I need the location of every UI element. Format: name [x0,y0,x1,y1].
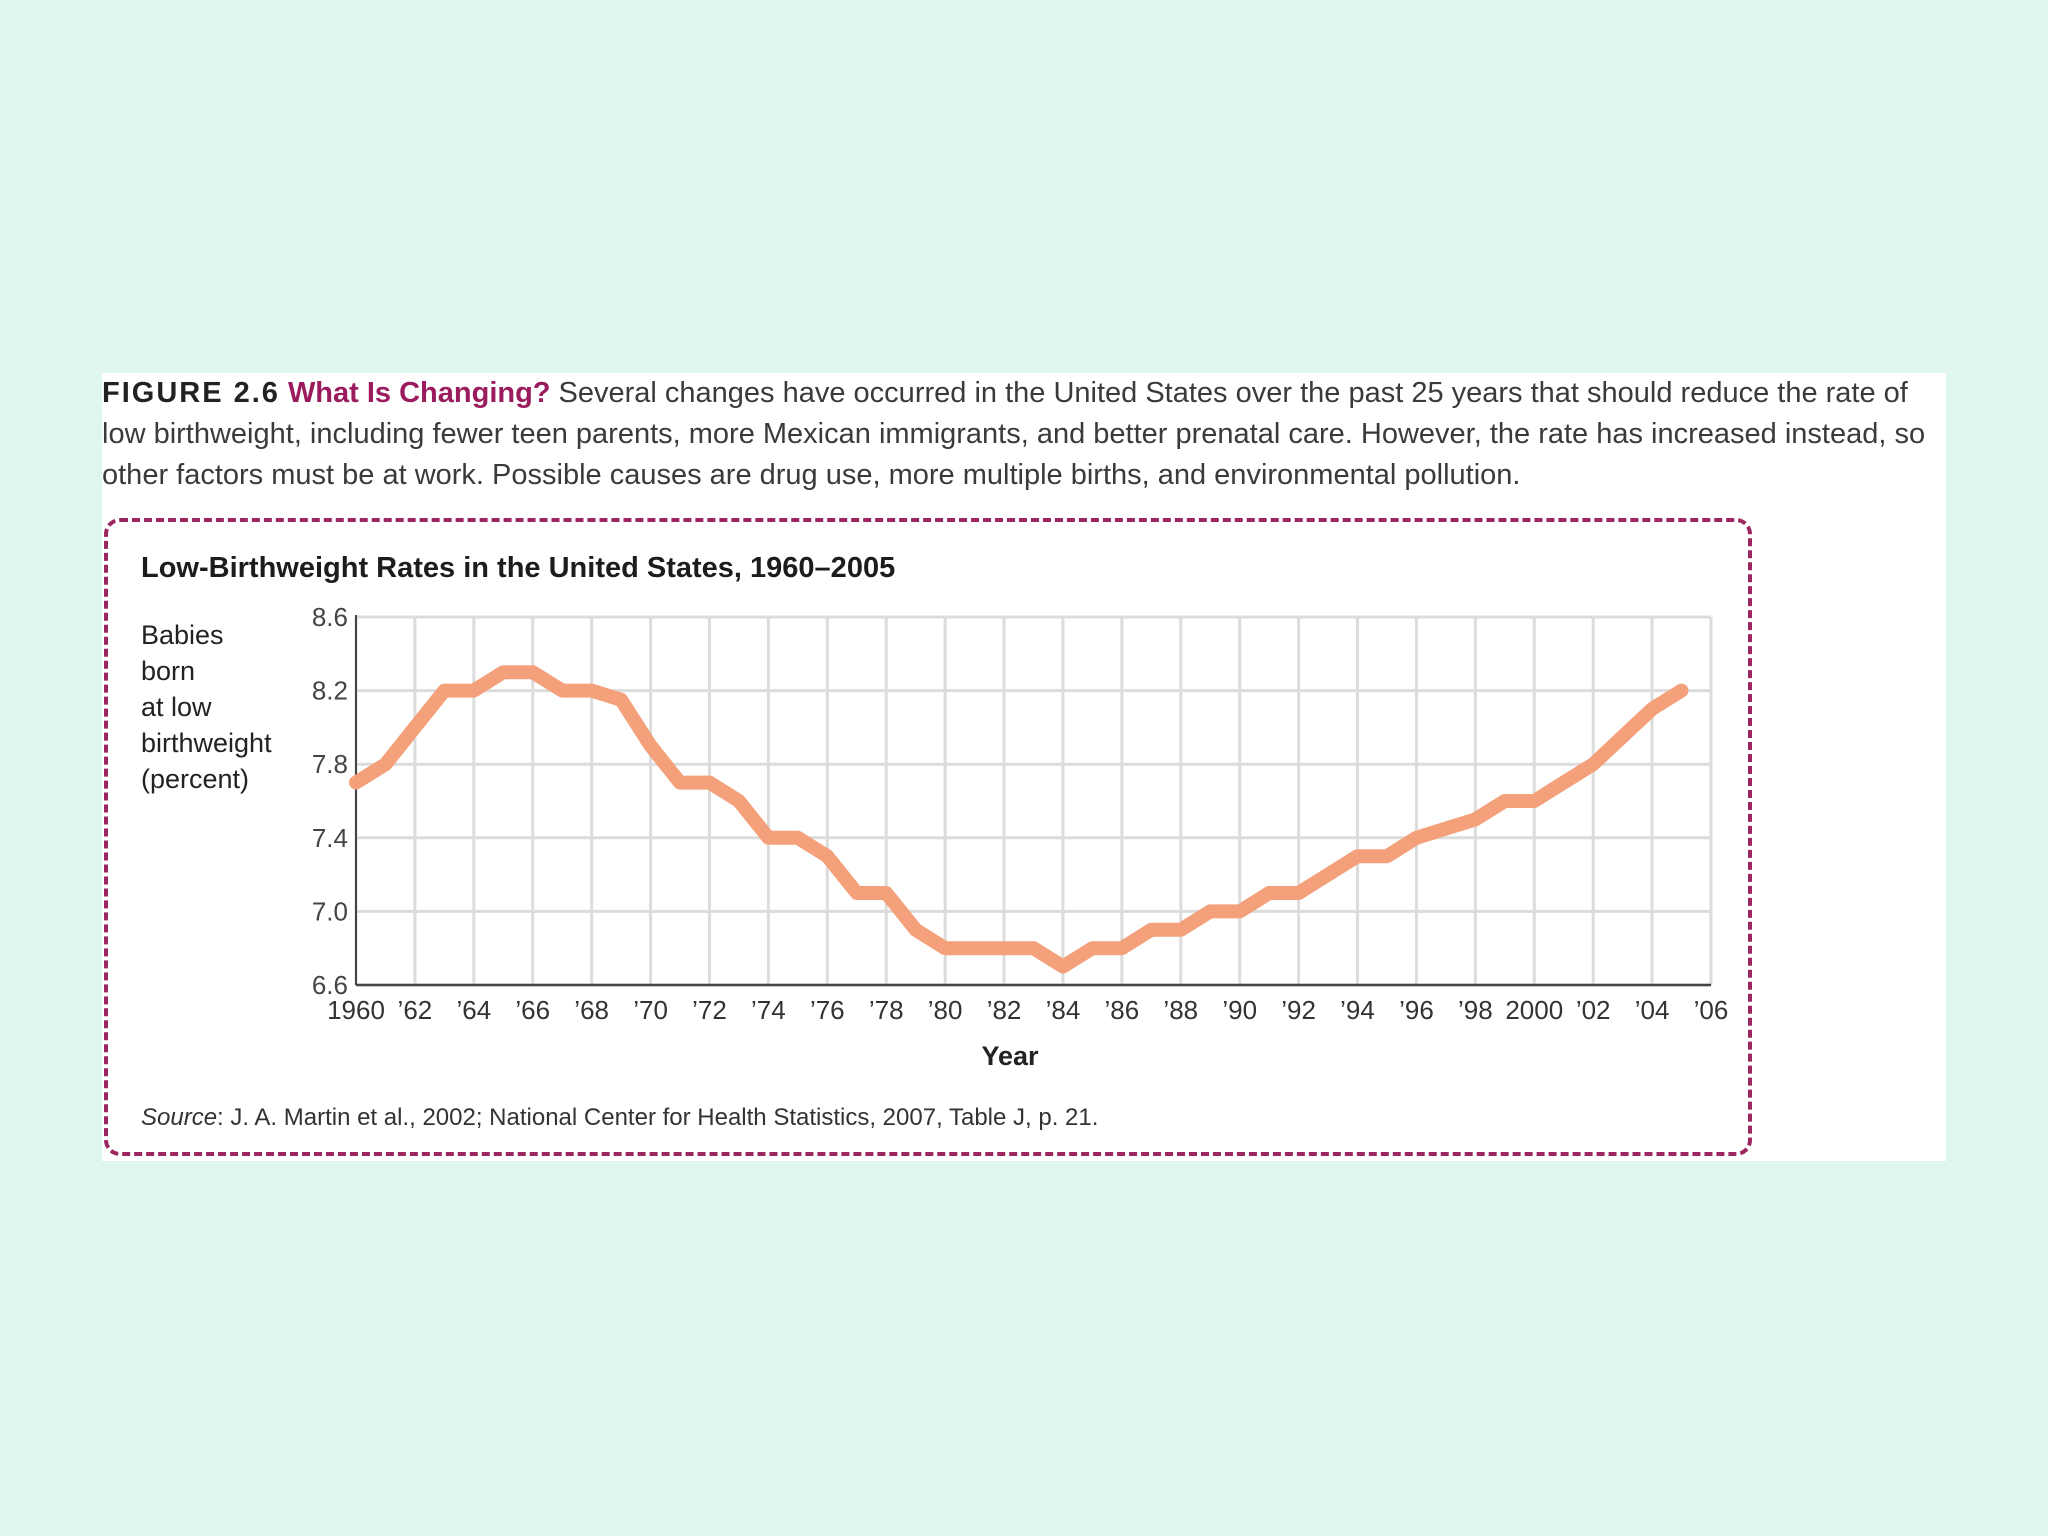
chart-title: Low-Birthweight Rates in the United Stat… [141,552,896,584]
x-tick-label: ’98 [1458,995,1493,1025]
y-tick-label: 8.2 [312,676,348,706]
figure-label: FIGURE 2.6 [102,377,280,409]
y-tick-label: 8.6 [312,602,348,632]
x-tick-label: ’68 [574,995,609,1025]
x-tick-label: ’66 [515,995,550,1025]
x-tick-label: ’88 [1163,995,1198,1025]
x-tick-label: ’62 [398,995,433,1025]
caption-text: Several changes have occurred in the Uni… [102,377,1926,491]
x-tick-label: ’90 [1222,995,1257,1025]
x-tick-label: ’92 [1281,995,1316,1025]
series [349,665,1689,974]
x-tick-label: ’76 [810,995,845,1025]
x-tick-label: ’82 [987,995,1022,1025]
x-tick-label: ’94 [1340,995,1375,1025]
y-tick-label: 7.0 [312,896,348,926]
y-tick-label: 7.8 [312,749,348,779]
x-tick-label: ’02 [1576,995,1611,1025]
x-tick-label: ’80 [928,995,963,1025]
source-label: Source [141,1104,218,1131]
figure-title: What Is Changing? [287,377,551,409]
x-tick-label: ’78 [869,995,904,1025]
x-tick-label: ’64 [456,995,491,1025]
x-tick-label: ’96 [1399,995,1434,1025]
x-tick-label: ’74 [751,995,786,1025]
series-line [349,665,1689,974]
axes [355,615,1711,987]
x-axis-label: Year [981,1041,1039,1071]
x-tick-label: ’84 [1046,995,1081,1025]
y-axis-label-line: Babies [141,620,224,650]
x-tick-label: ’86 [1105,995,1140,1025]
y-axis-label: Babies born at low birthweight (percent) [141,617,311,797]
figure-caption: FIGURE 2.6 What Is Changing? Several chang… [102,373,1952,496]
y-axis-label-line: (percent) [141,764,250,794]
y-axis-label-line: at low [141,692,212,722]
x-tick-label: ’04 [1635,995,1670,1025]
x-tick-label: ’72 [692,995,727,1025]
chart-frame [104,518,1752,1156]
x-tick-label: ’70 [633,995,668,1025]
source-note: Source: J. A. Martin et al., 2002; Natio… [141,1104,1098,1132]
x-tick-label: 2000 [1505,995,1563,1025]
source-text: : J. A. Martin et al., 2002; National Ce… [217,1104,1099,1131]
x-tick-label: ’06 [1694,995,1729,1025]
y-axis-label-line: born [141,656,196,686]
tick-labels: 1960 ’62 ’64 ’66 ’68 ’70 ’72 ’74 ’76 ’78 ’80 ’82 ’84… [312,602,1729,1025]
y-tick-label: 7.4 [312,823,348,853]
y-axis-label-line: birthweight [141,728,272,758]
y-tick-label: 6.6 [312,970,348,1000]
x-tick-label: 1960 [327,995,385,1025]
figure-panel [102,373,1946,1161]
